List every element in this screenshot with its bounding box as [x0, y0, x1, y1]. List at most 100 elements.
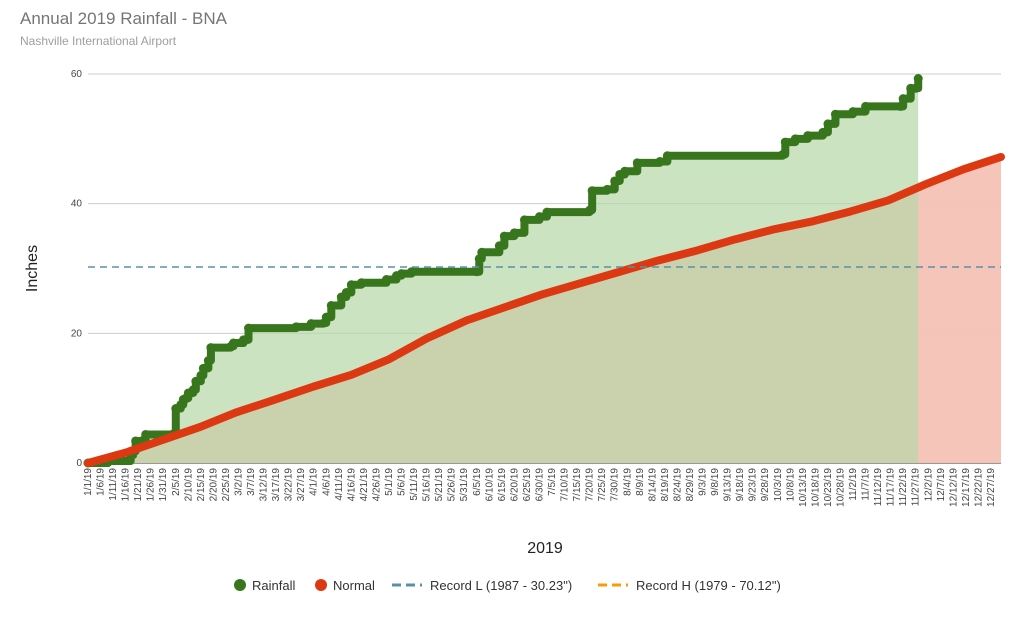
- rainfall-point: [188, 385, 198, 395]
- x-tick-label: 10/13/19: [798, 468, 809, 507]
- x-tick-label: 3/2/19: [233, 468, 244, 496]
- rainfall-point: [519, 215, 529, 225]
- x-tick-label: 9/23/19: [748, 468, 759, 502]
- rainfall-point: [896, 101, 906, 111]
- x-tick-label: 12/12/19: [948, 468, 959, 507]
- legend-label: Record H (1979 - 70.12"): [636, 578, 781, 593]
- x-tick-label: 9/13/19: [723, 468, 734, 502]
- rainfall-point: [778, 149, 788, 159]
- x-tick-label: 4/26/19: [371, 468, 382, 502]
- rainfall-point: [141, 429, 151, 439]
- y-tick-label: 0: [76, 458, 82, 469]
- x-tick-label: 5/6/19: [397, 468, 408, 496]
- x-tick-label: 3/27/19: [296, 468, 307, 502]
- x-tick-label: 1/31/19: [158, 468, 169, 502]
- x-tick-label: 10/23/19: [823, 468, 834, 507]
- x-tick-label: 11/2/19: [848, 468, 859, 501]
- x-tick-label: 8/19/19: [660, 468, 671, 502]
- chart-subtitle: Nashville International Airport: [20, 34, 177, 48]
- rainfall-point: [196, 370, 206, 380]
- rainfall-point: [499, 231, 509, 241]
- x-tick-label: 9/18/19: [735, 468, 746, 502]
- rainfall-area: [88, 78, 919, 463]
- x-tick-label: 6/30/19: [534, 468, 545, 502]
- rainfall-point: [206, 343, 216, 353]
- rainfall-point: [818, 127, 828, 137]
- x-tick-label: 3/22/19: [284, 468, 295, 502]
- rainfall-point: [228, 338, 238, 348]
- x-tick-label: 7/5/19: [547, 468, 558, 496]
- x-tick-label: 7/15/19: [572, 468, 583, 502]
- x-tick-label: 1/11/19: [108, 468, 119, 501]
- legend-label: Record L (1987 - 30.23"): [430, 578, 572, 593]
- rainfall-point: [244, 323, 254, 333]
- rainfall-point: [291, 322, 301, 332]
- x-tick-label: 1/16/19: [121, 468, 132, 502]
- rainfall-point: [341, 287, 351, 297]
- series-areas: [88, 78, 1001, 463]
- rainfall-point: [131, 436, 141, 446]
- x-tick-label: 11/22/19: [898, 468, 909, 507]
- x-tick-label: 8/9/19: [635, 468, 646, 496]
- x-tick-label: 3/7/19: [246, 468, 257, 496]
- rainfall-point: [803, 131, 813, 141]
- rainfall-point: [848, 107, 858, 117]
- x-tick-label: 8/4/19: [622, 468, 633, 496]
- rainfall-point: [585, 205, 595, 215]
- rainfall-point: [911, 83, 921, 93]
- x-tick-label: 7/25/19: [597, 468, 608, 502]
- legend-marker-rainfall: [234, 579, 246, 591]
- x-tick-label: 4/21/19: [359, 468, 370, 502]
- x-tick-label: 12/7/19: [936, 468, 947, 502]
- x-tick-label: 2/10/19: [183, 468, 194, 502]
- rainfall-point: [321, 312, 331, 322]
- rainfall-point: [587, 186, 597, 196]
- x-tick-label: 5/21/19: [434, 468, 445, 502]
- x-tick-label: 3/17/19: [271, 468, 282, 502]
- x-tick-label: 10/8/19: [785, 468, 796, 502]
- x-tick-label: 1/21/19: [133, 468, 144, 502]
- x-tick-label: 7/30/19: [610, 468, 621, 502]
- rainfall-point: [655, 157, 665, 167]
- rainfall-point: [534, 212, 544, 222]
- rainfall-point: [477, 247, 487, 257]
- rainfall-point: [407, 267, 417, 277]
- x-tick-label: 7/20/19: [585, 468, 596, 502]
- rainfall-point: [306, 319, 316, 329]
- x-tick-label: 5/26/19: [447, 468, 458, 502]
- legend-marker-normal: [315, 579, 327, 591]
- x-tick-label: 5/31/19: [459, 468, 470, 502]
- rainfall-point: [203, 356, 213, 366]
- y-axis-ticks: 0 20 40 60: [71, 69, 83, 469]
- rainfall-point: [472, 267, 482, 277]
- x-tick-label: 5/1/19: [384, 468, 395, 496]
- x-tick-label: 6/10/19: [484, 468, 495, 502]
- rainfall-point: [620, 166, 630, 176]
- x-tick-label: 1/1/19: [83, 468, 94, 496]
- x-tick-label: 7/10/19: [560, 468, 571, 502]
- x-tick-label: 6/5/19: [472, 468, 483, 496]
- rainfall-point: [356, 278, 366, 288]
- x-tick-label: 8/14/19: [647, 468, 658, 502]
- rainfall-point: [898, 94, 908, 104]
- x-tick-label: 11/27/19: [911, 468, 922, 507]
- x-tick-label: 12/22/19: [973, 468, 984, 507]
- rainfall-point: [509, 228, 519, 238]
- rainfall-point: [494, 241, 504, 251]
- x-tick-label: 8/24/19: [672, 468, 683, 502]
- x-axis-title: 2019: [527, 540, 563, 557]
- x-tick-label: 2/25/19: [221, 468, 232, 502]
- x-tick-label: 2/15/19: [196, 468, 207, 502]
- rainfall-point: [632, 158, 642, 168]
- rainfall-point: [191, 376, 201, 386]
- x-tick-label: 9/3/19: [698, 468, 709, 496]
- x-tick-label: 4/11/19: [334, 468, 345, 501]
- chart-title: Annual 2019 Rainfall - BNA: [20, 9, 228, 28]
- rainfall-point: [397, 269, 407, 279]
- y-tick-label: 60: [71, 69, 83, 80]
- rainfall-point: [602, 184, 612, 194]
- x-tick-label: 9/8/19: [710, 468, 721, 496]
- x-tick-label: 10/3/19: [773, 468, 784, 502]
- rainfall-point: [913, 74, 923, 84]
- rainfall-point: [861, 101, 871, 111]
